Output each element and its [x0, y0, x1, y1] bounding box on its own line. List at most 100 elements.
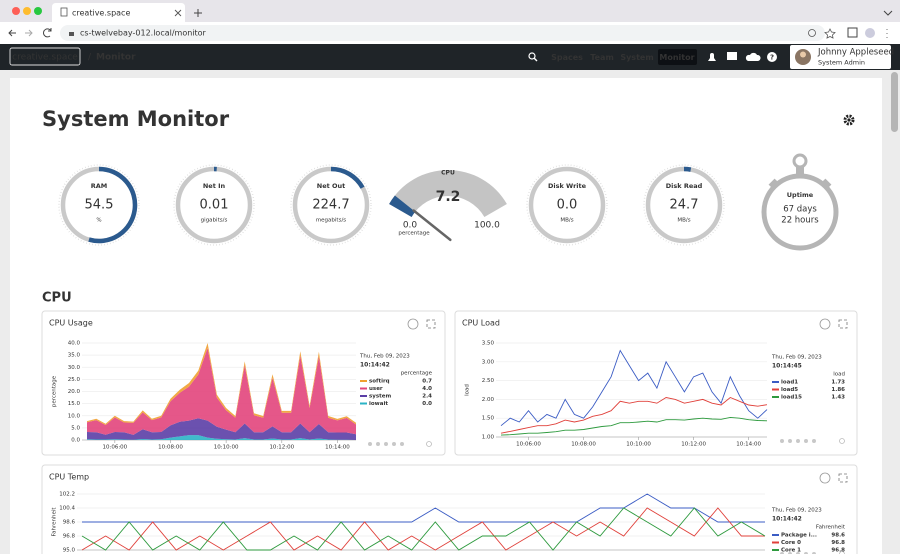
chart-control[interactable] — [796, 439, 800, 443]
fullscreen-button[interactable] — [426, 319, 436, 329]
tooltip-time: 10:14:42 — [772, 516, 802, 523]
gauge-unit: gigabits/s — [201, 218, 228, 224]
legend-name: user — [369, 386, 383, 392]
y-tick-label: 3.00 — [482, 359, 495, 365]
area — [87, 347, 356, 435]
page-title: System Monitor — [42, 107, 230, 131]
nav-link[interactable]: Spaces — [551, 53, 583, 62]
gauge-arc — [330, 166, 365, 189]
y-tick-label: 15.0 — [68, 401, 81, 407]
search-icon-handle — [533, 57, 538, 62]
chart-control[interactable] — [384, 442, 388, 446]
cpu-gauge-unit: percentage — [398, 231, 430, 237]
chart-control[interactable] — [812, 439, 816, 443]
legend-name: system — [369, 394, 391, 400]
gauge-value: 0.01 — [200, 198, 229, 213]
profile-icon[interactable] — [865, 28, 875, 38]
legend-name: Core 0 — [781, 540, 801, 546]
legend-name: Core 1 — [781, 548, 801, 554]
chart-control[interactable] — [788, 439, 792, 443]
fullscreen-button[interactable] — [838, 319, 848, 329]
legend-name: load15 — [781, 395, 802, 401]
search-icon[interactable] — [528, 52, 536, 60]
legend-name: softirq — [369, 379, 390, 385]
y-tick-label: 100.4 — [59, 506, 75, 512]
chart-control[interactable] — [392, 442, 396, 446]
legend-value: 96.8 — [831, 540, 845, 546]
minimize-button[interactable] — [23, 7, 31, 15]
bookmark-icon[interactable] — [824, 28, 836, 39]
y-tick-label: 10.0 — [68, 413, 81, 419]
info-button[interactable] — [407, 318, 419, 330]
cpu-gauge-band — [389, 170, 507, 217]
avatar-face — [800, 51, 806, 58]
chart-control[interactable] — [368, 442, 372, 446]
nav-link[interactable]: System — [620, 53, 653, 62]
logo-box[interactable] — [9, 47, 81, 66]
maximize-button[interactable] — [34, 7, 42, 15]
tooltip-header: percentage — [401, 371, 433, 377]
cpu-gauge-max: 100.0 — [474, 221, 500, 231]
gauge-ticks — [58, 164, 140, 246]
info-button[interactable] — [819, 318, 831, 330]
tooltip-time: 10:14:42 — [360, 362, 390, 369]
close-button[interactable] — [12, 7, 20, 15]
help-glyph: ? — [770, 54, 774, 62]
cpu-gauge-needle — [412, 209, 452, 242]
chart-reset[interactable] — [839, 438, 845, 444]
back-button[interactable] — [8, 29, 16, 37]
chart-control[interactable] — [804, 439, 808, 443]
reload-button[interactable] — [43, 28, 52, 38]
tooltip-time: 10:14:45 — [772, 363, 802, 370]
settings-icon[interactable] — [843, 114, 855, 126]
legend-value: 2.4 — [422, 394, 432, 400]
nav-link[interactable]: Monitor — [659, 53, 694, 62]
url-field[interactable] — [60, 25, 825, 41]
sidebar-icon[interactable] — [847, 27, 858, 38]
x-tick-label: 10:14:00 — [325, 445, 350, 451]
gauge-label: Disk Read — [666, 182, 703, 190]
tab-close[interactable] — [174, 9, 182, 17]
x-tick-label: 10:10:00 — [214, 445, 239, 451]
info-button[interactable] — [819, 472, 831, 484]
user-menu[interactable] — [790, 45, 891, 69]
x-tick-label: 10:14:00 — [736, 442, 761, 448]
chart-reset[interactable] — [839, 551, 845, 554]
settings-icon-hub — [847, 118, 851, 122]
x-tick-label: 10:10:00 — [626, 442, 651, 448]
fullscreen-button[interactable] — [838, 473, 848, 483]
chart-title: CPU Usage — [49, 319, 93, 328]
tab-icon — [60, 7, 68, 17]
x-tick-label: 10:06:00 — [102, 445, 127, 451]
cpu-gauge-min: 0.0 — [403, 221, 418, 231]
scrollbar-thumb[interactable] — [891, 72, 898, 132]
gauge-unit: MB/s — [677, 218, 690, 224]
cloud-icon[interactable] — [745, 52, 761, 61]
forward-button[interactable] — [25, 29, 33, 37]
chart-control[interactable] — [780, 439, 784, 443]
share-icon[interactable] — [808, 29, 816, 37]
y-tick-label: 2.00 — [482, 397, 495, 403]
gauge-ticks — [173, 164, 255, 246]
area — [87, 418, 356, 440]
user-role: System Admin — [818, 59, 865, 67]
x-tick-label: 10:06:00 — [516, 442, 541, 448]
y-tick-label: 35.0 — [68, 353, 81, 359]
line — [82, 493, 765, 523]
tab-menu[interactable] — [883, 10, 893, 16]
gauge-unit: % — [96, 218, 101, 224]
gauge-unit: MB/s — [560, 218, 573, 224]
gauge-value: 224.7 — [312, 198, 349, 213]
help-icon[interactable] — [767, 52, 777, 62]
chart-reset[interactable] — [426, 441, 432, 447]
gauge-ticks — [643, 164, 725, 246]
nav-link[interactable]: Team — [590, 53, 614, 62]
tab[interactable] — [52, 3, 185, 22]
chart-control[interactable] — [376, 442, 380, 446]
tooltip-header: load — [833, 372, 845, 378]
new-tab[interactable] — [194, 9, 202, 17]
notification-icon[interactable] — [708, 53, 716, 61]
legend-value: 1.73 — [831, 380, 845, 386]
chart-control[interactable] — [400, 442, 404, 446]
folder-icon[interactable] — [727, 52, 737, 60]
